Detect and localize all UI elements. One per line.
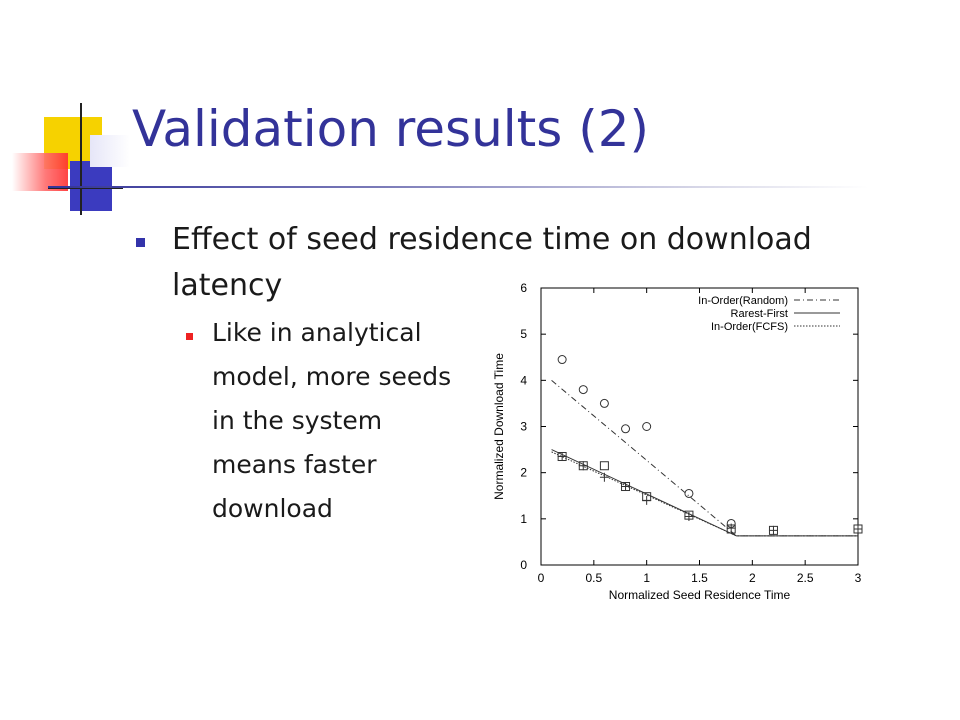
x-tick-label: 2 xyxy=(749,571,756,585)
data-point xyxy=(621,424,631,434)
data-point xyxy=(599,398,609,408)
legend-label: Rarest-First xyxy=(731,308,788,320)
series-line xyxy=(551,449,858,537)
x-tick-label: 2.5 xyxy=(797,571,814,585)
data-point xyxy=(557,452,567,462)
data-point xyxy=(642,422,652,431)
sub-bullet-marker xyxy=(186,333,193,340)
x-tick-label: 0 xyxy=(538,571,545,585)
y-tick-label: 0 xyxy=(520,558,527,572)
data-point xyxy=(578,461,588,471)
y-tick-label: 2 xyxy=(520,466,527,480)
data-point xyxy=(599,461,609,471)
download-time-chart: 0 0.5 1 1.5 2 2.5 3 0 1 2 3 4 5 6 Normalized Seed Resi… xyxy=(492,281,863,602)
sub-bullet-line4: means faster xyxy=(212,450,377,479)
x-tick-label: 3 xyxy=(855,571,862,585)
data-point xyxy=(578,461,588,471)
data-point xyxy=(768,525,778,535)
data-point xyxy=(642,492,652,502)
series-line xyxy=(551,379,858,537)
sub-bullet-line5: download xyxy=(212,494,333,523)
data-point xyxy=(726,524,736,534)
bullet-text-line2: latency xyxy=(172,268,283,303)
y-tick-label: 6 xyxy=(520,281,527,295)
bullet-text-line1: Effect of seed residence time on downloa… xyxy=(172,222,812,257)
data-point xyxy=(853,524,863,534)
data-point xyxy=(557,355,567,365)
data-point xyxy=(684,510,694,520)
data-point xyxy=(768,525,778,535)
y-tick-label: 3 xyxy=(520,420,527,434)
data-point xyxy=(853,524,863,534)
x-tick-label: 0.5 xyxy=(585,571,602,585)
x-tick-label: 1 xyxy=(643,571,650,585)
y-tick-label: 1 xyxy=(520,512,527,526)
slide-title: Validation results (2) xyxy=(132,100,650,158)
y-axis-label: Normalized Download Time xyxy=(492,353,506,500)
bullet-marker xyxy=(136,238,145,247)
sub-bullet-line2: model, more seeds xyxy=(212,362,452,391)
sub-bullet-line3: in the system xyxy=(212,406,383,435)
sub-bullet-line1: Like in analytical xyxy=(212,318,422,347)
data-point xyxy=(684,488,694,498)
data-point xyxy=(578,385,588,395)
x-tick-label: 1.5 xyxy=(691,571,708,585)
corner-decoration xyxy=(0,95,130,220)
legend-label: In-Order(Random) xyxy=(698,295,788,307)
data-point xyxy=(621,482,631,492)
data-point xyxy=(599,472,609,482)
x-axis-label: Normalized Seed Residence Time xyxy=(609,588,791,602)
y-tick-label: 4 xyxy=(520,373,527,387)
plot-frame xyxy=(540,287,859,566)
series-line xyxy=(551,451,858,537)
legend-label: In-Order(FCFS) xyxy=(711,321,788,333)
y-tick-label: 5 xyxy=(520,327,527,341)
title-underline xyxy=(48,186,868,188)
data-point xyxy=(557,452,567,462)
data-point xyxy=(621,482,631,492)
